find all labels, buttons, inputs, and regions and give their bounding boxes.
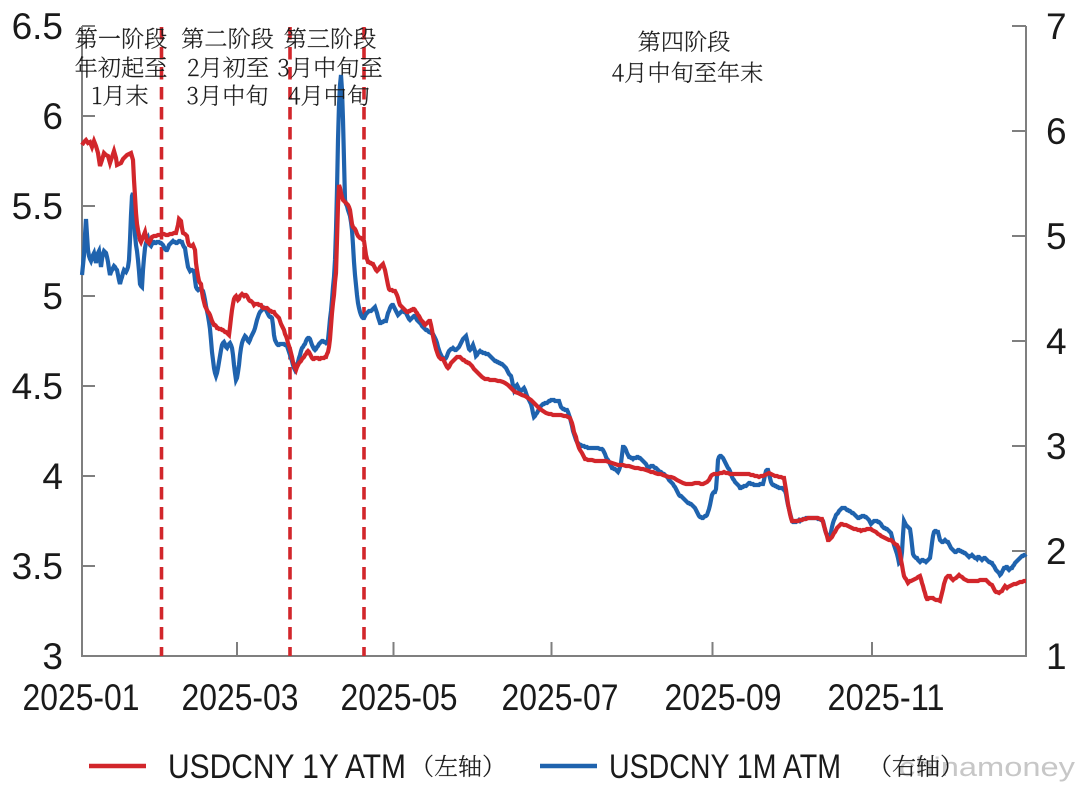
svg-text:3: 3 xyxy=(1046,426,1067,467)
svg-text:5.5: 5.5 xyxy=(12,186,63,227)
svg-text:USDCNY 1Y ATM: USDCNY 1Y ATM xyxy=(168,748,406,786)
svg-text:7: 7 xyxy=(1046,6,1067,47)
svg-text:2025-05: 2025-05 xyxy=(341,677,458,718)
svg-text:6.5: 6.5 xyxy=(12,6,63,47)
svg-text:2: 2 xyxy=(1046,531,1067,572)
svg-text:4.5: 4.5 xyxy=(12,366,63,407)
svg-text:USDCNY 1M ATM: USDCNY 1M ATM xyxy=(609,748,841,786)
svg-text:3: 3 xyxy=(42,636,63,677)
svg-text:1: 1 xyxy=(1046,636,1067,677)
svg-text:3.5: 3.5 xyxy=(12,546,63,587)
svg-text:5: 5 xyxy=(1046,216,1067,257)
svg-text:2025-09: 2025-09 xyxy=(665,677,782,718)
svg-text:4: 4 xyxy=(1046,321,1067,362)
svg-text:2025-03: 2025-03 xyxy=(182,677,299,718)
svg-text:2025-01: 2025-01 xyxy=(23,677,140,718)
svg-text:chinamoney: chinamoney xyxy=(899,752,1076,782)
svg-text:4: 4 xyxy=(42,456,63,497)
svg-text:2025-11: 2025-11 xyxy=(828,677,945,718)
svg-text:6: 6 xyxy=(1046,111,1067,152)
svg-text:6: 6 xyxy=(42,96,63,137)
svg-text:5: 5 xyxy=(42,276,63,317)
svg-text:2025-07: 2025-07 xyxy=(502,677,619,718)
